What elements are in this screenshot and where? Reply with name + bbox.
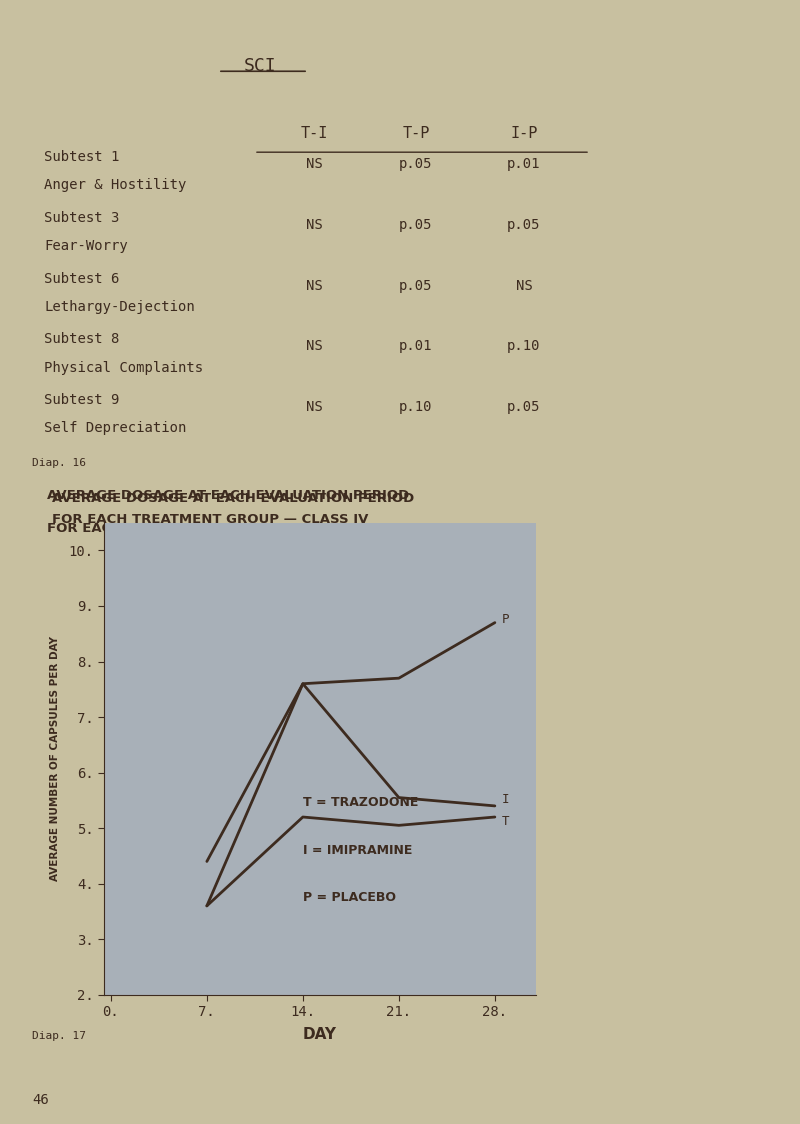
Text: AVERAGE DOSAGE AT EACH EVALUATION PERIOD: AVERAGE DOSAGE AT EACH EVALUATION PERIOD (47, 489, 410, 501)
Text: T-P: T-P (402, 126, 430, 140)
Y-axis label: AVERAGE NUMBER OF CAPSULES PER DAY: AVERAGE NUMBER OF CAPSULES PER DAY (50, 636, 60, 881)
Text: Anger & Hostility: Anger & Hostility (44, 179, 186, 192)
Text: Lethargy-Dejection: Lethargy-Dejection (44, 300, 194, 314)
Text: NS: NS (306, 279, 322, 292)
Text: Subtest 6: Subtest 6 (44, 272, 119, 285)
Text: NS: NS (306, 218, 322, 232)
Text: P = PLACEBO: P = PLACEBO (302, 891, 396, 904)
Text: p.05: p.05 (507, 400, 541, 414)
Text: Self Depreciation: Self Depreciation (44, 422, 186, 435)
Text: NS: NS (306, 157, 322, 171)
Text: NS: NS (516, 279, 532, 292)
Text: Diap. 17: Diap. 17 (32, 1031, 86, 1041)
Text: Subtest 3: Subtest 3 (44, 211, 119, 225)
Text: Subtest 1: Subtest 1 (44, 151, 119, 164)
Text: p.10: p.10 (399, 400, 433, 414)
Text: p.10: p.10 (507, 339, 541, 353)
Text: p.05: p.05 (399, 157, 433, 171)
Text: p.01: p.01 (507, 157, 541, 171)
X-axis label: DAY: DAY (303, 1027, 337, 1042)
Text: I = IMIPRAMINE: I = IMIPRAMINE (302, 844, 412, 856)
Text: p.05: p.05 (399, 218, 433, 232)
Text: Diap. 16: Diap. 16 (32, 459, 86, 469)
Text: T-I: T-I (300, 126, 328, 140)
Text: P: P (502, 614, 510, 626)
Text: FOR EACH TREATMENT GROUP — CLASS IV: FOR EACH TREATMENT GROUP — CLASS IV (47, 522, 363, 535)
Text: 46: 46 (32, 1093, 49, 1107)
Text: T: T (502, 815, 510, 828)
Text: T = TRAZODONE: T = TRAZODONE (302, 797, 418, 809)
Text: Physical Complaints: Physical Complaints (44, 361, 203, 374)
Text: AVERAGE DOSAGE AT EACH EVALUATION PERIOD: AVERAGE DOSAGE AT EACH EVALUATION PERIOD (52, 492, 414, 506)
Text: p.01: p.01 (399, 339, 433, 353)
Text: FOR EACH TREATMENT GROUP — CLASS IV: FOR EACH TREATMENT GROUP — CLASS IV (52, 513, 368, 526)
Text: NS: NS (306, 400, 322, 414)
Text: Subtest 8: Subtest 8 (44, 333, 119, 346)
Text: I: I (502, 792, 510, 806)
Text: Fear-Worry: Fear-Worry (44, 239, 128, 253)
Text: SCI: SCI (244, 57, 276, 75)
Text: I-P: I-P (510, 126, 538, 140)
Text: p.05: p.05 (399, 279, 433, 292)
Text: NS: NS (306, 339, 322, 353)
Text: Subtest 9: Subtest 9 (44, 393, 119, 407)
Text: p.05: p.05 (507, 218, 541, 232)
